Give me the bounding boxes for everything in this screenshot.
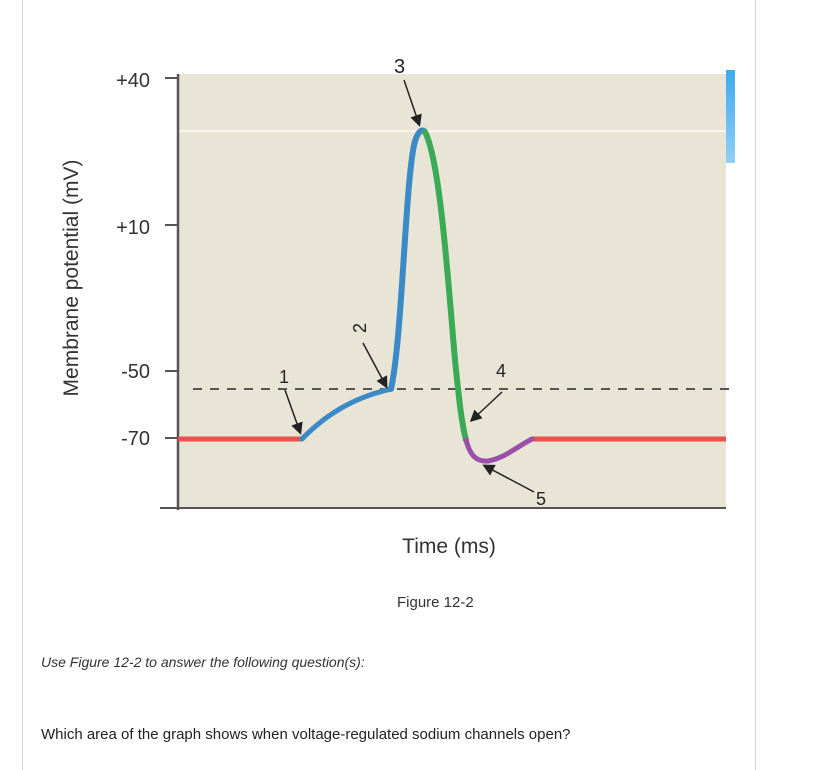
y-tick-label-70: -70 <box>121 428 150 450</box>
y-tick-label-10: +10 <box>116 217 150 239</box>
marker-2-arrow <box>362 342 388 389</box>
y-axis-label: Membrane potential (mV) <box>60 160 83 397</box>
hyperpolarization <box>463 436 535 464</box>
y-tick-label-40: +40 <box>116 70 150 92</box>
rising-phase <box>388 127 428 392</box>
marker-3-arrow <box>403 79 422 127</box>
y-tick-label-50: -50 <box>121 361 150 383</box>
marker-2-label: 2 <box>350 323 370 333</box>
marker-4-arrow <box>469 391 503 423</box>
marker-3-label: 3 <box>394 56 405 78</box>
marker-1-arrow <box>284 389 303 435</box>
scrollbar-thumb[interactable] <box>726 70 735 163</box>
marker-5-arrow <box>482 464 535 493</box>
marker-4-label: 4 <box>496 361 506 381</box>
question-text: Which area of the graph shows when volta… <box>41 726 571 743</box>
marker-1-label: 1 <box>279 367 289 387</box>
instruction-text: Use Figure 12-2 to answer the following … <box>41 654 365 670</box>
question-card <box>22 0 756 770</box>
falling-phase <box>422 129 469 443</box>
figure-caption: Figure 12-2 <box>397 594 474 611</box>
marker-5-label: 5 <box>536 489 546 509</box>
x-axis-label: Time (ms) <box>402 535 496 558</box>
subthreshold-depolarization <box>299 386 394 442</box>
